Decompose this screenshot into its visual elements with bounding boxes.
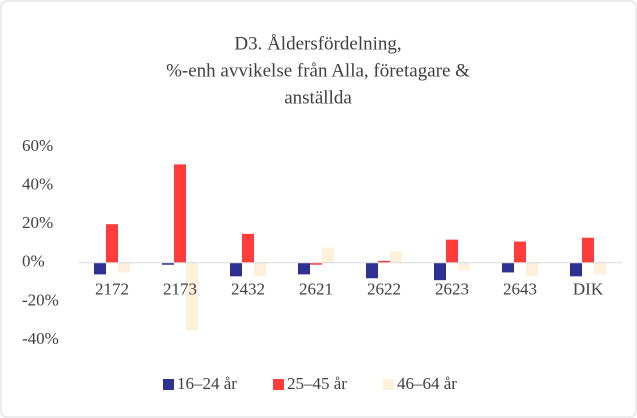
chart-title: %-enh avvikelse från Alla, företagare & [166, 60, 470, 81]
bar [322, 247, 334, 263]
legend-swatch [273, 379, 284, 390]
bar [366, 262, 378, 279]
x-tick-label: 2172 [95, 280, 129, 299]
bar [310, 262, 322, 265]
bar [502, 262, 514, 273]
legend-label: 46–64 år [397, 374, 457, 393]
bar [162, 262, 174, 265]
x-tick-label: 2173 [163, 280, 197, 299]
bar [570, 262, 582, 277]
bar [514, 241, 526, 263]
bar [434, 262, 446, 281]
bar [94, 262, 106, 275]
bar [298, 262, 310, 275]
legend-label: 16–24 år [177, 374, 237, 393]
bar [186, 262, 198, 331]
bar [254, 262, 266, 277]
y-tick-label: 60% [22, 136, 53, 155]
x-tick-label: 2623 [435, 280, 469, 299]
legend-swatch [383, 379, 394, 390]
bar [174, 164, 186, 263]
y-tick-label: 0% [22, 252, 45, 271]
y-tick-label: 40% [22, 175, 53, 194]
bar [458, 262, 470, 271]
x-tick-label: 2622 [367, 280, 401, 299]
y-tick-label: -20% [22, 290, 59, 309]
bar [242, 233, 254, 263]
bar [230, 262, 242, 277]
x-tick-label: DIK [573, 280, 604, 299]
legend-swatch [163, 379, 174, 390]
bar [594, 262, 606, 275]
y-tick-label: -40% [22, 329, 59, 348]
x-tick-label: 2643 [503, 280, 537, 299]
bar [118, 262, 130, 273]
x-tick-label: 2432 [231, 280, 265, 299]
x-tick-label: 2621 [299, 280, 333, 299]
bar [378, 260, 390, 263]
bar [526, 262, 538, 277]
chart-title: anställda [284, 87, 352, 108]
legend-label: 25–45 år [287, 374, 347, 393]
bar [582, 237, 594, 263]
chart-title: D3. Åldersfördelning, [234, 33, 401, 54]
bar [390, 251, 402, 263]
y-tick-label: 20% [22, 213, 53, 232]
bar [446, 239, 458, 263]
bar [106, 224, 118, 263]
